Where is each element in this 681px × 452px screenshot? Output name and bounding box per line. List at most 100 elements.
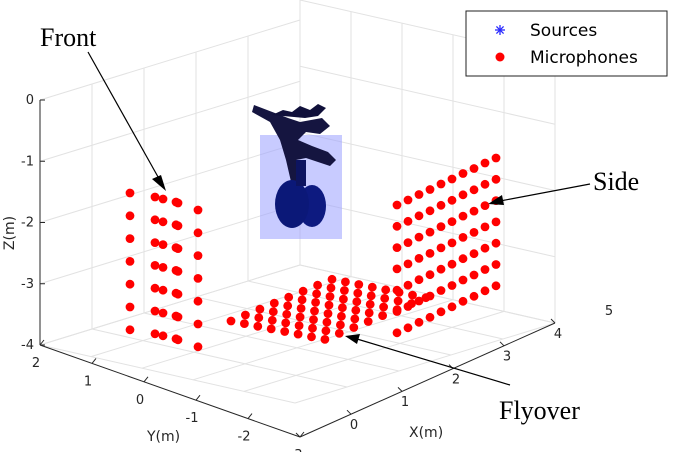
y-axis-line bbox=[39, 344, 301, 438]
flyover-mic bbox=[365, 299, 375, 309]
flyover-mic bbox=[323, 309, 333, 318]
z-tick-label: -2 bbox=[21, 216, 34, 231]
front-mic bbox=[158, 331, 168, 341]
front-mic bbox=[173, 244, 183, 254]
axis-ticks: 0 -1 -2 -3 -4 2 1 0 -1 -2 -3 0 1 2 3 4 5 bbox=[21, 93, 613, 452]
gear-axle bbox=[296, 160, 306, 186]
front-mic bbox=[125, 234, 135, 244]
grid-line bbox=[299, 198, 556, 258]
front-mic bbox=[150, 215, 160, 225]
microphones bbox=[125, 153, 501, 352]
flyover-mic bbox=[350, 314, 360, 324]
side-mic bbox=[403, 216, 413, 226]
flyover-mic bbox=[297, 295, 307, 305]
gear-arm bbox=[272, 104, 326, 118]
grid-line bbox=[143, 312, 400, 372]
side-mic bbox=[447, 217, 457, 227]
side-mic bbox=[436, 286, 446, 295]
annotation-side-arrow bbox=[499, 183, 591, 202]
front-mic bbox=[193, 228, 203, 238]
x-tick-mark bbox=[550, 318, 556, 324]
side-mic bbox=[425, 270, 435, 280]
front-mic bbox=[150, 238, 160, 248]
gear-wheel-front bbox=[275, 180, 309, 228]
y-tick-mark bbox=[299, 431, 305, 438]
side-mic bbox=[447, 238, 457, 248]
flyover-mic bbox=[281, 318, 291, 328]
grid-line bbox=[91, 328, 348, 388]
annotation-front-arrowhead bbox=[152, 175, 166, 191]
flyover-mic bbox=[327, 274, 337, 284]
z-tick-label: 0 bbox=[26, 93, 34, 108]
flyover-mic bbox=[311, 298, 320, 307]
front-mic bbox=[158, 285, 168, 295]
legend-sources-marker bbox=[495, 25, 505, 35]
y-tick-label: 0 bbox=[136, 393, 144, 408]
side-mic bbox=[458, 211, 468, 221]
flyover-mic bbox=[380, 294, 390, 303]
flyover-mic bbox=[312, 289, 321, 299]
side-mic bbox=[403, 238, 413, 248]
front-mic bbox=[125, 188, 135, 198]
x-tick-mark bbox=[295, 432, 301, 438]
flyover-mic bbox=[269, 298, 279, 308]
flyover-mic bbox=[324, 300, 334, 310]
flyover-mic bbox=[226, 316, 236, 326]
grid-line bbox=[39, 203, 301, 285]
flyover-mic bbox=[337, 311, 346, 321]
side-mic bbox=[403, 323, 413, 333]
side-mic bbox=[491, 260, 501, 269]
flyover-mic bbox=[308, 323, 317, 333]
front-mic bbox=[173, 267, 183, 276]
x-axis-line bbox=[299, 322, 556, 438]
front-mic bbox=[158, 263, 168, 272]
side-mic bbox=[491, 217, 501, 227]
y-tick-label: -2 bbox=[238, 430, 251, 445]
front-mic bbox=[125, 257, 135, 266]
side-mic bbox=[480, 286, 490, 296]
grid-line bbox=[195, 296, 452, 356]
front-mic bbox=[125, 211, 135, 221]
side-mic bbox=[414, 275, 424, 285]
y-tick-label: -3 bbox=[290, 448, 303, 452]
flyover-mic bbox=[322, 317, 332, 327]
grid-line bbox=[39, 142, 301, 223]
grid-line bbox=[243, 310, 505, 392]
annotation-side: Side bbox=[488, 167, 639, 205]
flyover-mic bbox=[381, 285, 391, 295]
front-mic bbox=[158, 308, 168, 318]
y-tick-mark bbox=[247, 413, 253, 419]
flyover-mic bbox=[309, 315, 318, 324]
grid-line bbox=[299, 65, 556, 125]
side-mic bbox=[458, 190, 468, 200]
side-mic bbox=[436, 307, 446, 317]
side-mic bbox=[447, 259, 457, 269]
side-mic bbox=[425, 185, 435, 194]
y-tick-mark bbox=[39, 339, 45, 346]
flyover-mic bbox=[294, 321, 304, 330]
side-mic bbox=[469, 291, 479, 301]
front-mic bbox=[173, 335, 183, 345]
front-mic bbox=[125, 302, 135, 312]
flyover-mic bbox=[393, 296, 403, 306]
front-mic bbox=[173, 221, 183, 231]
front-mic bbox=[173, 312, 183, 322]
side-mic bbox=[392, 243, 402, 253]
side-mic bbox=[458, 296, 468, 306]
annotation-flyover-arrowhead bbox=[345, 334, 360, 344]
z-tick-label: -4 bbox=[21, 338, 34, 353]
flyover-mic bbox=[282, 309, 292, 319]
side-mic bbox=[425, 206, 435, 216]
side-mic bbox=[414, 211, 424, 221]
flyover-mic bbox=[313, 280, 322, 290]
side-mic bbox=[491, 281, 501, 291]
flyover-mic bbox=[379, 302, 388, 312]
flyover-mic bbox=[338, 303, 347, 313]
side-mic bbox=[392, 264, 402, 274]
side-mic bbox=[436, 222, 446, 232]
front-mic bbox=[158, 217, 168, 227]
x-tick-mark bbox=[499, 341, 505, 347]
flyover-mic bbox=[354, 280, 364, 289]
front-mic bbox=[193, 342, 203, 352]
side-mic bbox=[480, 179, 490, 189]
